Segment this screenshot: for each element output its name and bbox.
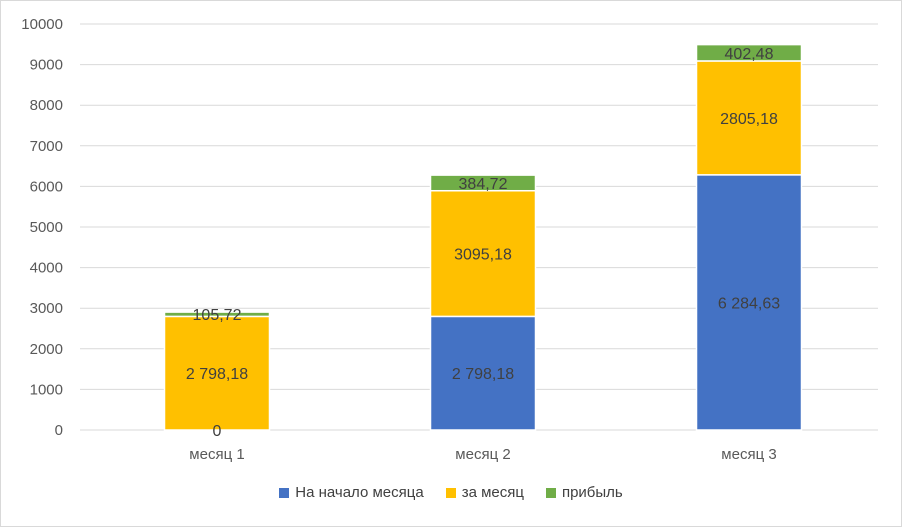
x-tick-label: месяц 1 — [189, 446, 244, 463]
y-tick-label: 4000 — [30, 260, 63, 277]
data-label: 402,48 — [725, 46, 774, 63]
y-tick-label: 3000 — [30, 300, 63, 317]
data-label: 0 — [213, 423, 222, 440]
x-tick-label: месяц 3 — [721, 446, 776, 463]
x-axis-tick-labels: месяц 1 месяц 2 месяц 3 — [189, 446, 776, 463]
data-label: 6 284,63 — [718, 295, 780, 312]
bar-segment — [429, 174, 537, 192]
x-tick-label: месяц 2 — [455, 446, 510, 463]
data-label: 105,72 — [193, 307, 242, 324]
y-axis-tick-labels: 0 1000 2000 3000 4000 5000 6000 7000 8000 9000 100… — [21, 16, 63, 439]
data-labels: 0 2 798,18 105,72 2 798,18 3095,18 384,72 6 28… — [186, 46, 780, 440]
legend-swatch-profit — [545, 487, 556, 498]
bar-segment — [695, 174, 803, 431]
bar-segment — [163, 311, 271, 318]
legend-swatch-start-of-month — [279, 487, 290, 498]
legend: На начало месяца за месяц прибыль — [0, 484, 902, 501]
legend-label-start-of-month: На начало месяца — [295, 484, 424, 501]
y-tick-label: 1000 — [30, 381, 63, 398]
y-tick-label: 7000 — [30, 138, 63, 155]
y-tick-label: 0 — [55, 422, 63, 439]
bar-segment — [695, 60, 803, 176]
bar-segment — [429, 315, 537, 431]
bars — [163, 43, 803, 431]
legend-label-for-month: за месяц — [461, 484, 524, 501]
data-label: 3095,18 — [454, 247, 512, 264]
data-label: 2805,18 — [720, 111, 778, 128]
y-tick-label: 10000 — [21, 16, 63, 33]
y-tick-label: 5000 — [30, 219, 63, 236]
y-tick-label: 6000 — [30, 178, 63, 195]
bar-segment — [695, 43, 803, 62]
y-tick-label: 8000 — [30, 97, 63, 114]
legend-swatch-for-month — [445, 487, 456, 498]
bar-segment — [163, 315, 271, 431]
legend-item-profit: прибыль — [545, 484, 623, 501]
data-label: 2 798,18 — [452, 366, 514, 383]
legend-label-profit: прибыль — [561, 484, 623, 501]
y-tick-label: 9000 — [30, 57, 63, 74]
y-tick-label: 2000 — [30, 341, 63, 358]
data-label: 2 798,18 — [186, 366, 248, 383]
legend-item-start-of-month: На начало месяца — [279, 484, 424, 501]
data-label: 384,72 — [459, 176, 508, 193]
bar-segment — [429, 189, 537, 318]
legend-item-for-month: за месяц — [445, 484, 524, 501]
